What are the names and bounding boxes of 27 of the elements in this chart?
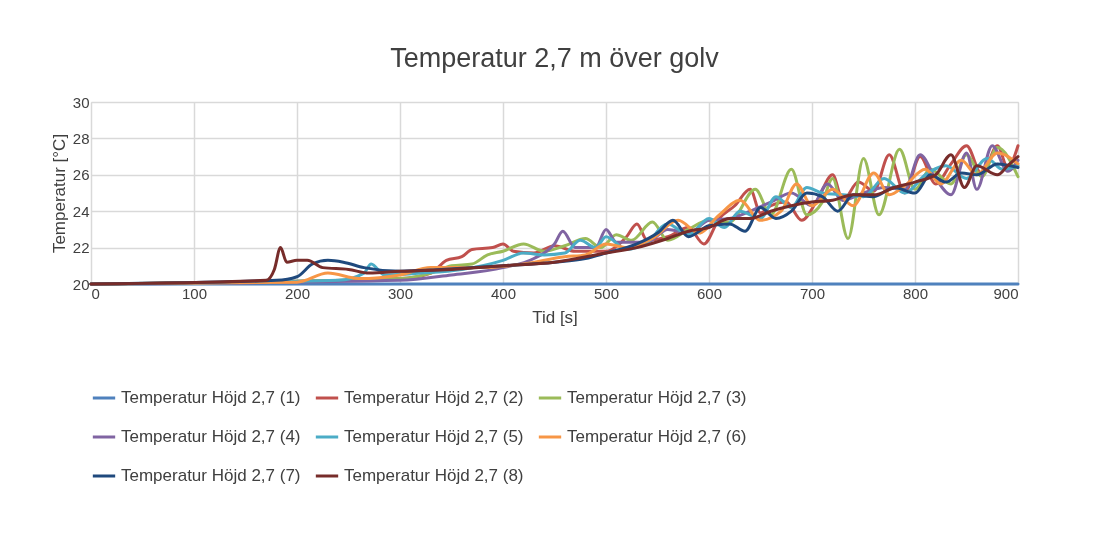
legend-label: Temperatur Höjd 2,7 (3) [567, 388, 747, 407]
x-axis-title: Tid [s] [532, 307, 578, 327]
y-tick-label: 26 [72, 166, 90, 184]
x-tick-label: 0 [91, 284, 100, 302]
legend-label: Temperatur Höjd 2,7 (7) [121, 466, 301, 485]
x-tick-label: 500 [593, 284, 620, 302]
legend-label: Temperatur Höjd 2,7 (8) [344, 466, 524, 485]
legend-label: Temperatur Höjd 2,7 (4) [121, 427, 301, 446]
y-tick-label: 24 [72, 202, 90, 220]
y-axis-title: Temperatur [°C] [49, 133, 69, 254]
y-tick-label: 30 [72, 93, 90, 111]
x-tick-label: 800 [902, 284, 929, 302]
chart-title: Temperatur 2,7 m över golv [390, 43, 720, 73]
y-tick-label: 28 [72, 129, 90, 147]
x-tick-label: 600 [696, 284, 723, 302]
legend-label: Temperatur Höjd 2,7 (2) [344, 388, 524, 407]
legend-label: Temperatur Höjd 2,7 (1) [121, 388, 301, 407]
y-tick-label: 20 [72, 275, 90, 293]
legend-label: Temperatur Höjd 2,7 (6) [567, 427, 747, 446]
x-tick-label: 400 [490, 284, 517, 302]
x-tick-label: 200 [284, 284, 311, 302]
legend-label: Temperatur Höjd 2,7 (5) [344, 427, 524, 446]
x-tick-label: 700 [799, 284, 826, 302]
x-tick-label: 100 [181, 284, 208, 302]
y-tick-label: 22 [72, 239, 90, 257]
x-tick-label: 900 [993, 284, 1019, 302]
x-tick-label: 300 [387, 284, 414, 302]
